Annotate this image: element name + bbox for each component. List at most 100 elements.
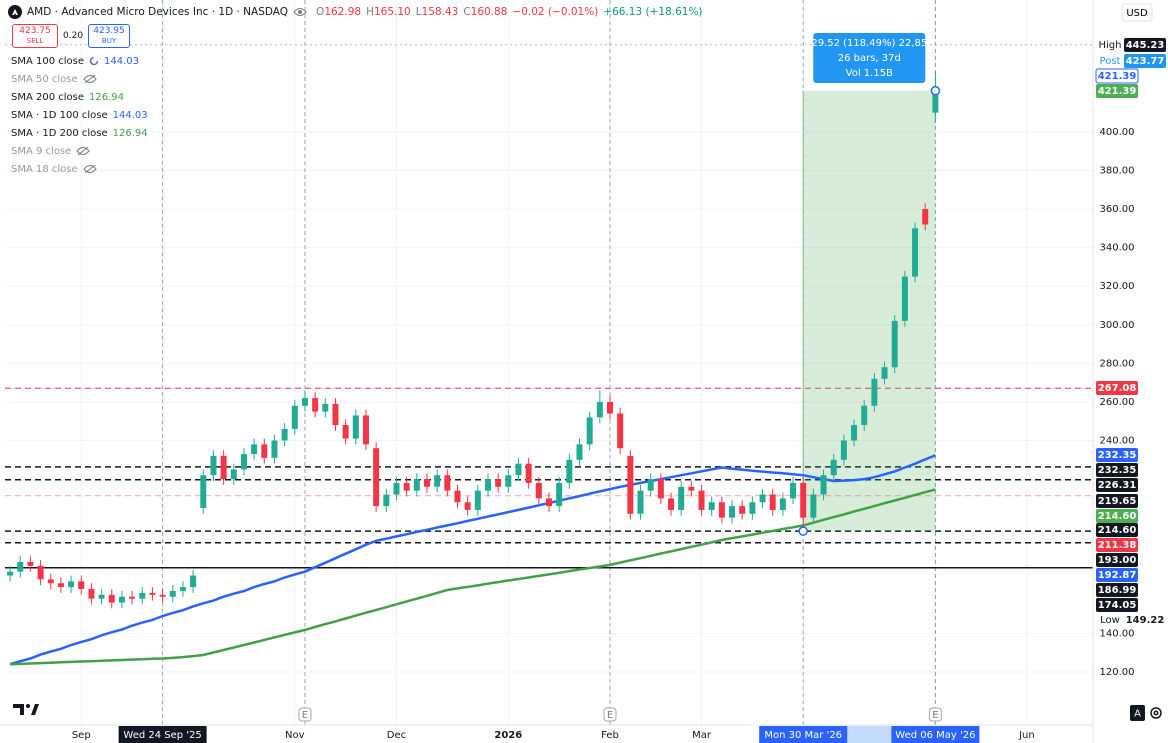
price-label: 232.35	[1098, 465, 1137, 476]
candle-body	[88, 589, 95, 599]
candle-body	[627, 455, 634, 514]
candle-body	[139, 592, 146, 599]
candle-body	[261, 444, 268, 458]
x-tick-label: Nov	[285, 730, 305, 741]
x-label-box	[759, 726, 848, 743]
indicator-row[interactable]: SMA · 1D 100 close 144.03	[11, 106, 148, 124]
event-marker[interactable]	[928, 707, 942, 722]
candle-body	[57, 583, 64, 588]
candle-body	[922, 209, 929, 225]
currency[interactable]: USD	[1126, 8, 1148, 19]
candle-body	[739, 506, 746, 514]
candle-body	[423, 479, 430, 487]
candle-body	[78, 581, 85, 590]
symbol-title[interactable]: AMD · Advanced Micro Devices Inc · 1D · …	[27, 6, 289, 18]
price-label: 192.87	[1098, 570, 1137, 581]
indicator-name: SMA 50 close	[11, 73, 78, 85]
range-change: +66.13 (+18.61%)	[603, 6, 703, 18]
candle-body	[37, 565, 44, 580]
price-label-box	[1096, 583, 1138, 597]
candle-body	[322, 403, 329, 412]
candle-body	[98, 594, 105, 599]
visibility-icon[interactable]	[293, 7, 307, 17]
ohlc-item: C160.88	[463, 6, 507, 18]
indicator-row[interactable]: SMA 18 close	[11, 160, 148, 178]
candle-body	[444, 475, 451, 491]
sell-label[interactable]: SELL	[26, 37, 44, 45]
price-label: 186.99	[1098, 585, 1137, 596]
price-label: 423.77	[1126, 56, 1165, 67]
hidden-icon[interactable]	[76, 146, 90, 156]
hidden-icon[interactable]	[82, 74, 97, 84]
ohlc-key: L	[415, 6, 422, 18]
indicator-row[interactable]: SMA · 1D 200 close 126.94	[11, 124, 148, 142]
event-marker[interactable]	[298, 707, 312, 722]
buy-label[interactable]: BUY	[101, 37, 117, 45]
candle-body	[291, 405, 298, 429]
x-tick-label: Feb	[601, 730, 619, 741]
candle-body	[240, 454, 247, 470]
candle-body	[901, 276, 908, 321]
candle-body	[47, 579, 54, 584]
hidden-icon[interactable]	[82, 164, 97, 174]
auto-scale-label[interactable]: A	[1134, 709, 1141, 720]
sell-price[interactable]: 423.75	[19, 26, 51, 36]
ohlc-item: H165.10	[366, 6, 411, 18]
candle-body	[312, 398, 319, 412]
indicator-name: SMA 100 close	[11, 55, 85, 67]
candle-body	[718, 502, 725, 518]
event-marker[interactable]	[603, 707, 617, 722]
candle-body	[434, 475, 441, 487]
candle-body	[190, 575, 197, 588]
y-tick-label: 280.00	[1100, 358, 1135, 369]
candle-body	[495, 479, 502, 487]
candle-body	[851, 425, 858, 441]
x-tick-label: Wed 06 May '26	[895, 730, 975, 741]
currency-box[interactable]	[1121, 3, 1153, 22]
auto-scale-button[interactable]	[1130, 705, 1145, 721]
sell-button[interactable]: 423.75 SELL	[12, 24, 58, 48]
candle-body	[657, 479, 664, 499]
candle-body	[729, 506, 736, 518]
indicator-name: SMA 200 close	[11, 91, 85, 103]
x-label-box	[118, 726, 207, 743]
price-label: 214.60	[1098, 511, 1137, 522]
x-tick-label: Wed 24 Sep '25	[123, 730, 201, 741]
measure-range	[803, 90, 936, 532]
price-label-box	[1096, 494, 1138, 508]
price-label: 149.22	[1126, 615, 1165, 626]
ohlc-value: 160.88	[470, 6, 508, 18]
candle-body	[749, 502, 756, 514]
y-tick-label: 120.00	[1100, 667, 1135, 678]
price-label: 211.38	[1098, 540, 1137, 551]
icon-eye	[76, 147, 90, 155]
indicator-value: 144.03	[104, 55, 140, 67]
price-label: 421.39	[1098, 86, 1137, 97]
y-tick-label: 140.00	[1100, 628, 1135, 639]
indicator-row[interactable]: SMA 200 close 126.94	[11, 88, 148, 106]
candle-body	[179, 587, 186, 591]
candle-body	[281, 428, 288, 441]
indicator-value: 126.94	[89, 91, 125, 103]
indicator-row[interactable]: SMA 50 close	[11, 70, 148, 88]
ohlc-key: H	[366, 6, 374, 18]
candle-body	[861, 405, 868, 426]
price-label-box	[1096, 84, 1138, 98]
measure-handle	[798, 526, 808, 536]
buy-price[interactable]: 423.95	[93, 26, 125, 36]
settings-button[interactable]	[1150, 707, 1162, 719]
indicator-row[interactable]: SMA 100 close 144.03	[11, 52, 148, 70]
indicator-name: SMA 18 close	[11, 163, 78, 175]
candle-body	[515, 463, 522, 476]
price-label-box	[1096, 523, 1138, 537]
buy-button[interactable]: 423.95 BUY	[88, 24, 130, 48]
candle-body	[230, 469, 237, 480]
indicator-value: 144.03	[112, 109, 148, 121]
price-label: 445.23	[1126, 40, 1165, 51]
candle-body	[556, 482, 563, 507]
price-label: 421.39	[1098, 71, 1137, 82]
symbol-logo	[8, 5, 22, 19]
indicator-row[interactable]: SMA 9 close	[11, 142, 148, 160]
event-label: E	[932, 710, 938, 721]
